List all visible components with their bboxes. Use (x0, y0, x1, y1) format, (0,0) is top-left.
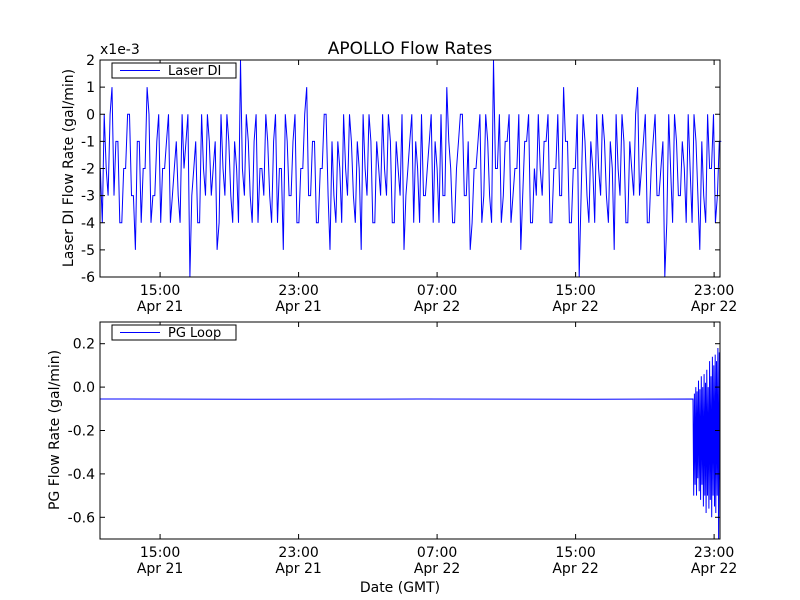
legend-box (111, 324, 237, 341)
y-tick-label: -3 (81, 189, 95, 205)
x-tick-label-time: 15:00 (555, 545, 595, 561)
x-tick-label-date: Apr 22 (691, 561, 737, 577)
x-tick-label-time: 23:00 (694, 283, 734, 299)
y-tick-label: -0.6 (68, 510, 95, 526)
y-tick-label: -2 (81, 162, 95, 178)
legend-label: Laser DI (168, 64, 221, 79)
y-tick-label: -0.4 (68, 467, 95, 483)
x-tick-label-date: Apr 22 (552, 561, 598, 577)
y-tick-label: 2 (86, 53, 95, 69)
y-tick-label: -0.2 (68, 424, 95, 440)
axes-frame (99, 59, 721, 278)
y-offset-label: x1e-3 (100, 42, 140, 58)
x-tick-label-date: Apr 22 (414, 561, 460, 577)
x-tick-label-time: 23:00 (278, 545, 318, 561)
y-axis-label-top: Laser DI Flow Rate (gal/min) (61, 69, 77, 267)
y-tick-label: 0 (86, 107, 95, 123)
y-axis-label-bottom: PG Flow Rate (gal/min) (47, 350, 63, 510)
y-tick-label: -4 (81, 216, 95, 232)
x-tick-label-date: Apr 21 (137, 561, 183, 577)
chart-title: APOLLO Flow Rates (328, 39, 493, 59)
x-tick-label-time: 23:00 (278, 283, 318, 299)
x-tick-label-date: Apr 21 (137, 299, 183, 315)
x-tick-label-date: Apr 21 (275, 299, 321, 315)
data-line-laser-di (99, 59, 722, 278)
y-tick-label: 0.0 (73, 380, 95, 396)
y-tick-label: -5 (81, 243, 95, 259)
x-tick-label-date: Apr 22 (552, 299, 598, 315)
x-tick-label-date: Apr 22 (691, 299, 737, 315)
y-tick-label: -1 (81, 134, 95, 150)
x-tick-label-time: 07:00 (417, 283, 457, 299)
legend-label: PG Loop (168, 326, 221, 341)
x-axis-label: Date (GMT) (360, 580, 440, 596)
x-tick-label-time: 15:00 (140, 545, 180, 561)
legend: Laser DI (111, 62, 237, 79)
x-tick-label-time: 15:00 (140, 283, 180, 299)
x-tick-label-time: 07:00 (417, 545, 457, 561)
y-tick-label: 1 (86, 80, 95, 96)
x-tick-label-time: 23:00 (694, 545, 734, 561)
y-tick-label: -6 (81, 270, 95, 286)
data-line-pg-loop (99, 347, 721, 540)
axes-frame (99, 321, 721, 540)
legend: PG Loop (111, 324, 237, 341)
x-tick-label-date: Apr 21 (275, 561, 321, 577)
legend-box (111, 62, 237, 79)
x-tick-label-time: 15:00 (555, 283, 595, 299)
y-tick-label: 0.2 (73, 337, 95, 353)
x-tick-label-date: Apr 22 (414, 299, 460, 315)
